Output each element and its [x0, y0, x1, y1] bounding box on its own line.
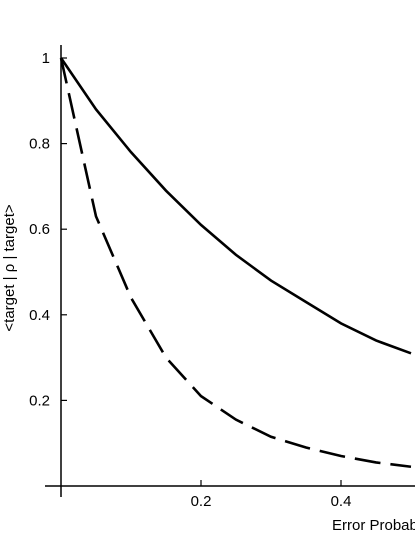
y-tick-label: 0.4 [29, 307, 50, 324]
data-line [59, 57, 412, 469]
y-tick-label: 1 [42, 50, 50, 67]
y-tick-label: 0.6 [29, 221, 50, 238]
x-tick-label: 0.2 [191, 493, 212, 510]
y-tick-label: 0.2 [29, 392, 50, 409]
x-tick-label: 0.4 [331, 493, 352, 510]
data-line [59, 57, 412, 355]
y-tick-label: 0.8 [29, 136, 50, 153]
x-axis-label: Error Probability [332, 517, 415, 534]
y-axis-label: <target | ρ | target> [1, 204, 18, 331]
